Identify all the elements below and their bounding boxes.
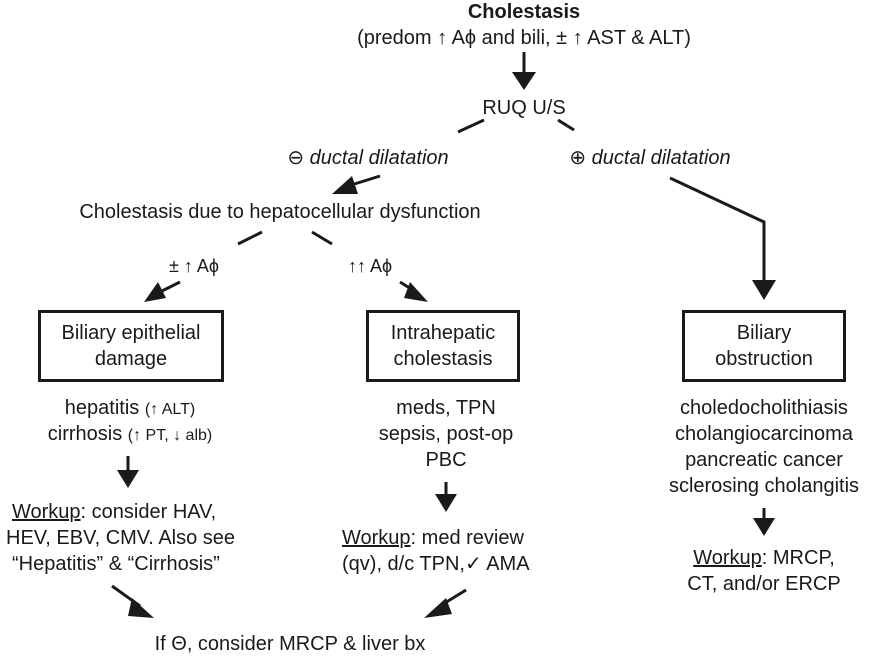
left-cause-cirrhosis-main: cirrhosis <box>47 423 128 445</box>
arrow-left-sub <box>159 280 181 294</box>
left-workup-line-3: “Hepatitis” & “Cirrhosis” <box>12 553 220 575</box>
right-workup-label: Workup <box>693 547 762 569</box>
root-subtitle: (predom ↑ Aϕ and bili, ± ↑ AST & ALT) <box>357 27 691 49</box>
branch-positive-label: ductal dilatation <box>586 147 731 169</box>
final-node: If Θ, consider MRCP & liver bx <box>154 633 426 655</box>
left-cause-cirrhosis-detail: (↑ PT, ↓ alb) <box>127 427 213 444</box>
mid-workup-text-1: : med review <box>410 527 524 549</box>
box-right-line-1: Biliary <box>736 322 792 344</box>
left-cause-hepatitis-detail: (↑ ALT) <box>144 401 196 418</box>
right-cause-4: sclerosing cholangitis <box>668 475 860 497</box>
line-ruq-neg <box>457 118 485 134</box>
arrowhead-left-workup <box>117 470 139 488</box>
left-cause-cirrhosis: cirrhosis (↑ PT, ↓ alb) <box>48 422 212 448</box>
arrowhead-neg-hepato <box>332 176 358 194</box>
box-right-line-2: obstruction <box>715 348 813 370</box>
arrowhead-mid-final <box>424 598 452 618</box>
arrowhead-pos-obstruction <box>752 280 776 300</box>
box-biliary-obstruction: Biliary obstruction <box>682 310 846 382</box>
root-title: Cholestasis <box>467 1 581 23</box>
arrowhead-left-final <box>128 598 154 618</box>
line-hepato-left <box>237 230 263 246</box>
box-intrahepatic-cholestasis: Intrahepatic cholestasis <box>366 310 520 382</box>
right-workup-text-1: : MRCP, <box>761 547 835 569</box>
arrowhead-left-sub <box>144 282 166 302</box>
box-left-line-1: Biliary epithelial <box>61 322 201 344</box>
right-cause-3: pancreatic cancer <box>685 449 843 471</box>
arrowhead-mid-workup <box>435 494 457 512</box>
sub-mid-label: ↑↑ Aϕ <box>347 256 393 276</box>
right-cause-1: choledocholithiasis <box>680 397 848 419</box>
line-hepato-mid <box>311 230 333 246</box>
arrowhead-right-workup <box>753 518 775 536</box>
mid-cause-3: PBC <box>425 449 467 471</box>
box-biliary-epithelial-damage: Biliary epithelial damage <box>38 310 224 382</box>
branch-positive: ⊕ ductal dilatation <box>569 146 730 170</box>
line-ruq-pos <box>557 118 575 132</box>
arrowhead-mid-sub <box>404 282 428 302</box>
branch-negative-label: ductal dilatation <box>304 147 449 169</box>
branch-negative: ⊖ ductal dilatation <box>287 146 448 170</box>
right-cause-2: cholangiocarcinoma <box>675 423 853 445</box>
mid-workup-label: Workup <box>342 527 411 549</box>
left-cause-hepatitis-main: hepatitis <box>64 397 145 419</box>
mid-workup-line-1: Workup: med review <box>342 526 524 550</box>
left-workup-line-2: HEV, EBV, CMV. Also see <box>6 527 236 549</box>
left-workup-line-1: Workup: consider HAV, <box>12 500 216 524</box>
mid-cause-1: meds, TPN <box>396 397 496 419</box>
left-workup-label: Workup <box>12 501 81 523</box>
box-mid-line-1: Intrahepatic <box>390 322 496 344</box>
mid-workup-line-2: (qv), d/c TPN,✓ AMA <box>342 553 530 575</box>
branch-negative-symbol: ⊖ <box>287 147 305 169</box>
left-workup-text-1: : consider HAV, <box>80 501 217 523</box>
box-mid-line-2: cholestasis <box>393 348 493 370</box>
box-left-line-2: damage <box>94 348 168 370</box>
ruq-ultrasound: RUQ U/S <box>482 97 566 119</box>
right-workup-line-2: CT, and/or ERCP <box>687 573 841 595</box>
left-cause-hepatitis: hepatitis (↑ ALT) <box>65 396 195 422</box>
right-workup-line-1: Workup: MRCP, <box>693 546 835 570</box>
line-pos-obstruction <box>669 176 766 282</box>
mid-cause-2: sepsis, post-op <box>378 423 514 445</box>
hepatocellular-node: Cholestasis due to hepatocellular dysfun… <box>79 201 481 223</box>
sub-left-label: ± ↑ Aϕ <box>169 256 219 276</box>
branch-positive-symbol: ⊕ <box>569 147 587 169</box>
arrowhead-root-ruq <box>512 72 536 90</box>
